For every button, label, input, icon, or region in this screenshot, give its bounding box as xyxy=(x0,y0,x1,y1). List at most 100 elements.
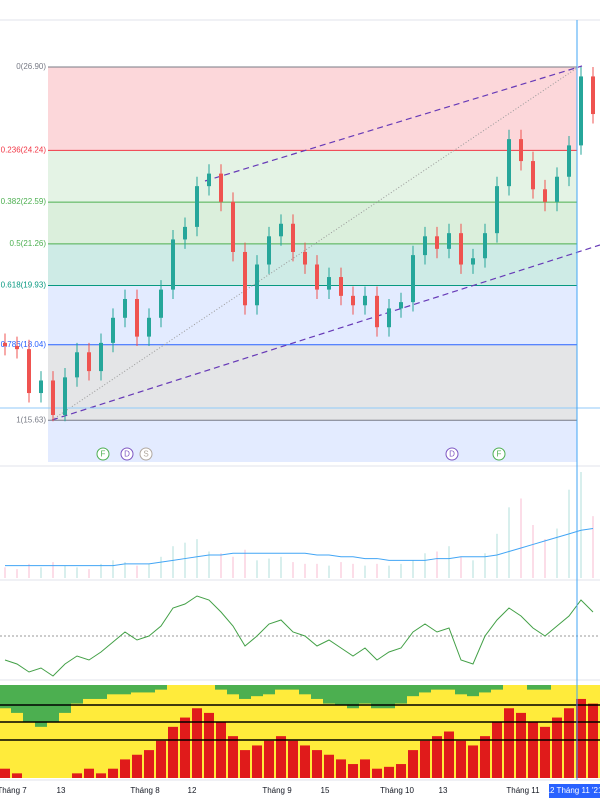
osc-green xyxy=(371,685,383,709)
osc-red xyxy=(420,740,430,778)
osc-green xyxy=(83,685,95,699)
osc-red xyxy=(468,745,478,778)
marks: F D S D F Tháng 7 13 Tháng 8 12 Tháng 9 15 Tháng 10… xyxy=(0,67,600,798)
volume-bar xyxy=(196,539,198,578)
osc-red xyxy=(372,768,382,778)
volume-bar xyxy=(40,567,42,578)
x-tick-label: Tháng 8 xyxy=(130,786,160,795)
x-tick-label: 13 xyxy=(439,786,448,795)
volume-bar xyxy=(436,551,438,578)
volume-bar xyxy=(232,556,234,578)
osc-green xyxy=(347,685,359,709)
osc-green xyxy=(311,685,323,699)
osc-red xyxy=(144,750,154,778)
osc-red xyxy=(108,768,118,778)
osc-red xyxy=(204,712,214,778)
volume-bar xyxy=(88,569,90,578)
osc-red xyxy=(192,708,202,778)
event-marker xyxy=(492,447,506,461)
volume-bar xyxy=(520,498,522,578)
candle-body xyxy=(531,161,535,190)
candle-body xyxy=(51,380,55,415)
volume-bar xyxy=(172,546,174,578)
candle-body xyxy=(363,295,367,306)
fib-zone xyxy=(48,150,577,203)
volume-bar xyxy=(376,563,378,578)
candle-body xyxy=(3,342,7,347)
osc-green xyxy=(0,685,11,709)
osc-green xyxy=(263,685,275,695)
volume-bar xyxy=(268,558,270,578)
candle-body xyxy=(519,139,523,162)
osc-red xyxy=(156,740,166,778)
fib-label: 0.5(21.26) xyxy=(10,239,47,248)
osc-green xyxy=(299,685,311,695)
osc-green xyxy=(275,685,287,690)
osc-red xyxy=(588,703,598,778)
candle-body xyxy=(303,251,307,265)
x-tick-label: 13 xyxy=(57,786,66,795)
osc-green xyxy=(119,685,131,695)
osc-green xyxy=(419,685,431,693)
osc-green xyxy=(71,685,83,704)
candle-body xyxy=(579,76,583,146)
fib-zone xyxy=(48,285,577,345)
osc-green xyxy=(143,685,155,693)
volume-bar xyxy=(328,565,330,578)
volume-bar xyxy=(184,542,186,578)
candle-body xyxy=(267,236,271,265)
osc-red xyxy=(132,754,142,778)
event-label: S xyxy=(143,450,148,459)
osc-green xyxy=(59,685,71,713)
volume-bar xyxy=(76,567,78,578)
candle-body xyxy=(171,239,175,290)
candle-body xyxy=(291,223,295,252)
candle-body xyxy=(255,264,259,306)
volume-bar xyxy=(532,525,534,578)
volume-bar xyxy=(508,507,510,578)
volume-bar xyxy=(340,562,342,578)
volume-bar xyxy=(220,553,222,578)
channel-upper xyxy=(204,65,583,182)
volume-bar xyxy=(4,567,6,578)
candle-body xyxy=(567,145,571,177)
osc-red xyxy=(168,726,178,778)
volume-bar xyxy=(244,549,246,578)
volume-bar xyxy=(592,516,594,578)
volume-bar xyxy=(580,472,582,578)
osc-green xyxy=(323,685,335,704)
osc-red xyxy=(348,764,358,778)
volume-bar xyxy=(424,553,426,578)
volume-bar xyxy=(208,551,210,578)
osc-red xyxy=(324,754,334,778)
fib-label: 0(26.90) xyxy=(16,62,46,71)
osc-green xyxy=(23,685,35,723)
candle-body xyxy=(15,346,19,350)
fib-zone xyxy=(48,243,577,286)
volume-bar xyxy=(556,528,558,578)
candle-body xyxy=(135,298,139,337)
osc-red xyxy=(576,698,586,778)
osc-red xyxy=(216,722,226,778)
osc-green xyxy=(395,685,407,704)
fib-zone xyxy=(48,344,577,421)
osc-green xyxy=(131,685,143,693)
candle-body xyxy=(495,186,499,234)
event-label: D xyxy=(124,450,130,459)
x-tick-label: Tháng 7 xyxy=(0,786,27,795)
osc-red xyxy=(360,759,370,778)
osc-red xyxy=(252,745,262,778)
osc-green xyxy=(527,685,539,690)
volume-bar xyxy=(16,569,18,578)
volume-bar xyxy=(28,563,30,578)
osc-green xyxy=(239,685,251,699)
osc-green xyxy=(407,685,419,697)
candle-body xyxy=(207,173,211,187)
event-label: F xyxy=(497,450,502,459)
fib-zone xyxy=(48,202,577,244)
volume-bar xyxy=(136,565,138,578)
osc-green xyxy=(251,685,263,697)
candle-body xyxy=(543,189,547,202)
osc-red xyxy=(0,768,10,778)
